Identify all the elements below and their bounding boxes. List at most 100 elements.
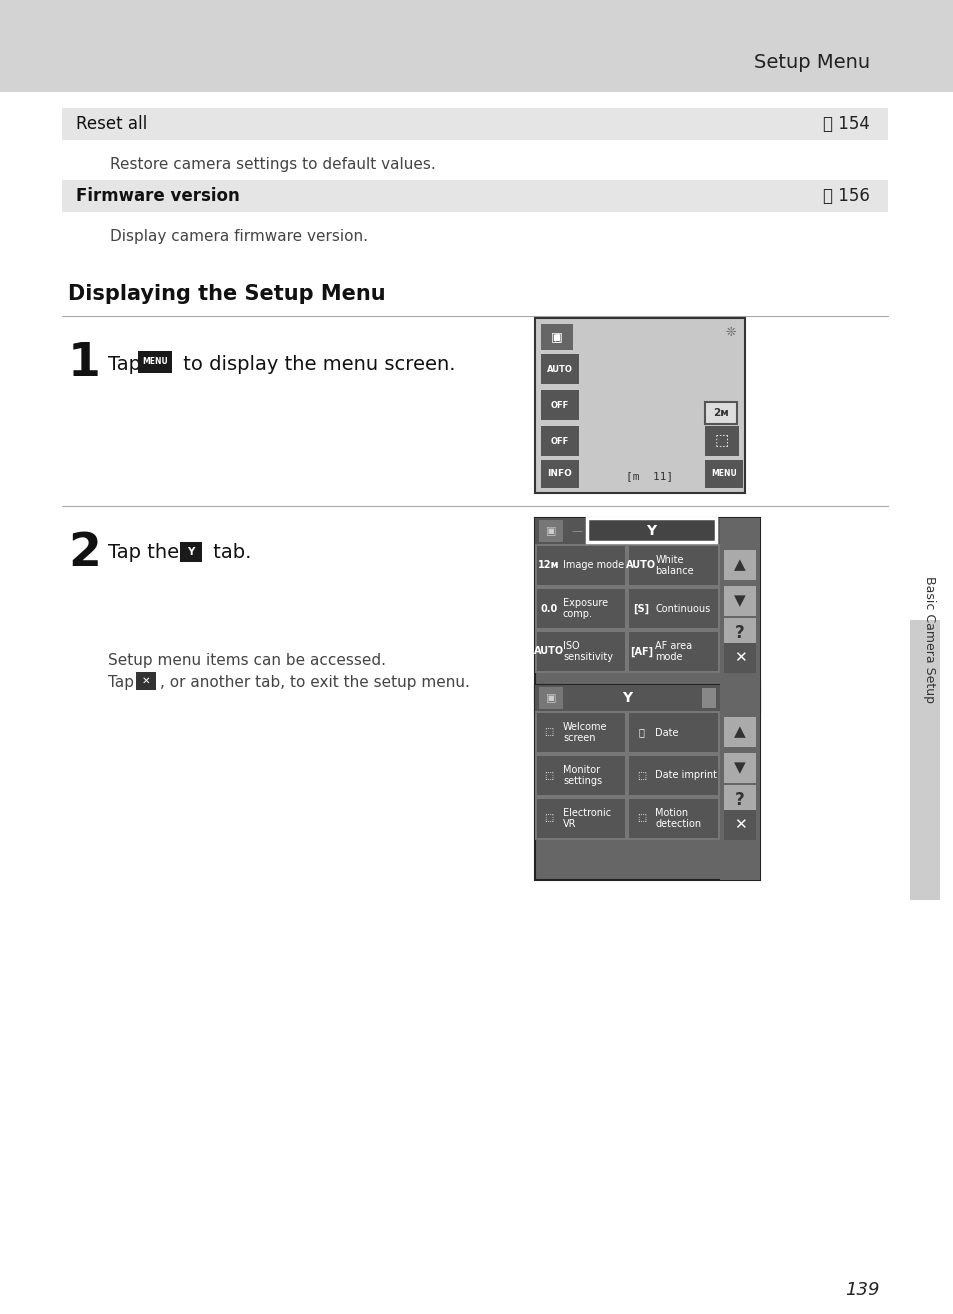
Text: Y: Y [621, 691, 632, 706]
Bar [62, 108, 887, 141]
Bar [535, 685, 760, 880]
Bar [909, 620, 939, 900]
Bar [540, 353, 578, 384]
Text: ▼: ▼ [734, 761, 745, 775]
Text: ▲: ▲ [734, 557, 745, 573]
Text: Tap: Tap [108, 355, 147, 373]
Text: Tap the: Tap the [108, 544, 185, 562]
Text: ▲: ▲ [734, 724, 745, 740]
Text: 139: 139 [844, 1281, 879, 1300]
Bar [629, 547, 718, 585]
Text: ✕: ✕ [733, 817, 745, 833]
Bar [537, 799, 625, 838]
Text: 1: 1 [68, 342, 101, 386]
Bar [540, 390, 578, 420]
Text: [S]: [S] [633, 603, 649, 614]
Bar [723, 784, 755, 815]
Text: ⬚: ⬚ [637, 813, 645, 824]
Text: Continuous: Continuous [655, 603, 710, 614]
Bar [538, 687, 562, 710]
Bar [723, 551, 755, 579]
Text: ▣: ▣ [545, 692, 556, 703]
Text: Motion
detection: Motion detection [655, 808, 700, 829]
Text: ⬚: ⬚ [637, 770, 645, 781]
Text: Date imprint: Date imprint [655, 770, 717, 781]
Text: Setup menu items can be accessed.: Setup menu items can be accessed. [108, 653, 386, 668]
Bar [136, 671, 156, 690]
Bar [535, 685, 720, 840]
Text: ❊: ❊ [725, 326, 736, 339]
Bar [0, 0, 953, 92]
Bar [138, 351, 172, 373]
Bar [540, 325, 573, 350]
Bar [537, 547, 625, 585]
Text: Y: Y [187, 547, 194, 557]
Text: ?: ? [735, 791, 744, 809]
Text: Date: Date [655, 728, 679, 737]
Text: 2: 2 [68, 531, 101, 576]
Bar [629, 589, 718, 628]
Bar [535, 518, 760, 714]
Bar [537, 632, 625, 671]
Bar [540, 426, 578, 456]
Text: 📖 156: 📖 156 [822, 187, 869, 205]
Text: ISO
sensitivity: ISO sensitivity [562, 641, 613, 662]
Bar [723, 586, 755, 616]
Bar [704, 426, 739, 456]
Text: Tap: Tap [108, 674, 139, 690]
Bar [537, 589, 625, 628]
Text: Setup Menu: Setup Menu [753, 53, 869, 71]
Text: White
balance: White balance [655, 555, 694, 577]
Text: , or another tab, to exit the setup menu.: , or another tab, to exit the setup menu… [160, 674, 470, 690]
Text: Display camera firmware version.: Display camera firmware version. [110, 229, 368, 243]
Text: AUTO: AUTO [626, 561, 656, 570]
Text: 📖 154: 📖 154 [822, 116, 869, 133]
Text: MENU: MENU [710, 469, 736, 478]
Bar [180, 541, 202, 562]
Bar [723, 717, 755, 746]
Bar [537, 756, 625, 795]
Bar [538, 520, 562, 541]
Bar [629, 632, 718, 671]
Bar [723, 643, 755, 673]
Bar [704, 460, 742, 487]
Text: Reset all: Reset all [76, 116, 147, 133]
Text: INFO: INFO [547, 469, 572, 478]
Text: ⏱: ⏱ [638, 728, 644, 737]
Bar [701, 689, 716, 708]
Text: ▼: ▼ [734, 594, 745, 608]
Bar [537, 714, 625, 752]
Text: ✕: ✕ [733, 650, 745, 665]
FancyBboxPatch shape [586, 518, 716, 541]
Bar [629, 799, 718, 838]
Text: AF area
mode: AF area mode [655, 641, 692, 662]
Bar [535, 518, 720, 544]
Text: 0.0: 0.0 [539, 603, 558, 614]
Bar [720, 685, 760, 880]
Bar [720, 518, 760, 714]
Bar [535, 518, 720, 673]
Text: ▣: ▣ [545, 526, 556, 536]
Text: ⬛: ⬛ [554, 332, 559, 342]
Text: ⬚: ⬚ [544, 813, 553, 824]
Text: Exposure
comp.: Exposure comp. [562, 598, 607, 619]
Text: Restore camera settings to default values.: Restore camera settings to default value… [110, 156, 436, 172]
Bar [62, 180, 887, 212]
Text: MENU: MENU [142, 357, 168, 367]
Text: OFF: OFF [550, 436, 569, 445]
Text: Image mode: Image mode [562, 561, 623, 570]
Text: Firmware version: Firmware version [76, 187, 239, 205]
Text: ✕: ✕ [141, 675, 151, 686]
Text: Y: Y [646, 524, 656, 537]
Text: 12м: 12м [537, 561, 559, 570]
Bar [723, 753, 755, 783]
Text: ?: ? [735, 624, 744, 643]
Text: AUTO: AUTO [534, 646, 563, 657]
Text: Welcome
screen: Welcome screen [562, 721, 607, 744]
Text: —: — [571, 526, 582, 536]
Bar [723, 618, 755, 648]
Bar [629, 714, 718, 752]
Text: to display the menu screen.: to display the menu screen. [177, 355, 455, 373]
Text: OFF: OFF [550, 401, 569, 410]
Bar [540, 460, 578, 487]
